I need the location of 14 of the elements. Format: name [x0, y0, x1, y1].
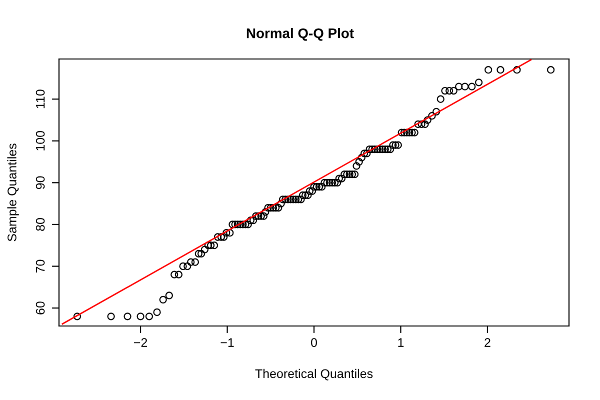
y-tick-label: 70 [36, 260, 45, 273]
y-tick-label: 90 [36, 176, 45, 190]
x-tick-label: 1 [398, 338, 404, 347]
chart-title: Normal Q-Q Plot [246, 28, 354, 41]
y-tick-label: 110 [36, 90, 45, 108]
y-tick-label: 100 [36, 130, 45, 150]
x-axis-title: Theoretical Quantiles [255, 368, 373, 380]
x-tick-label: 2 [484, 338, 490, 347]
x-tick-label: 0 [311, 338, 317, 347]
y-axis-title: Sample Quantiles [7, 144, 19, 242]
y-tick-label: 80 [36, 218, 45, 231]
x-tick-label: −1 [220, 338, 234, 347]
x-tick-label: −2 [134, 338, 148, 347]
y-tick-label: 60 [36, 302, 45, 314]
